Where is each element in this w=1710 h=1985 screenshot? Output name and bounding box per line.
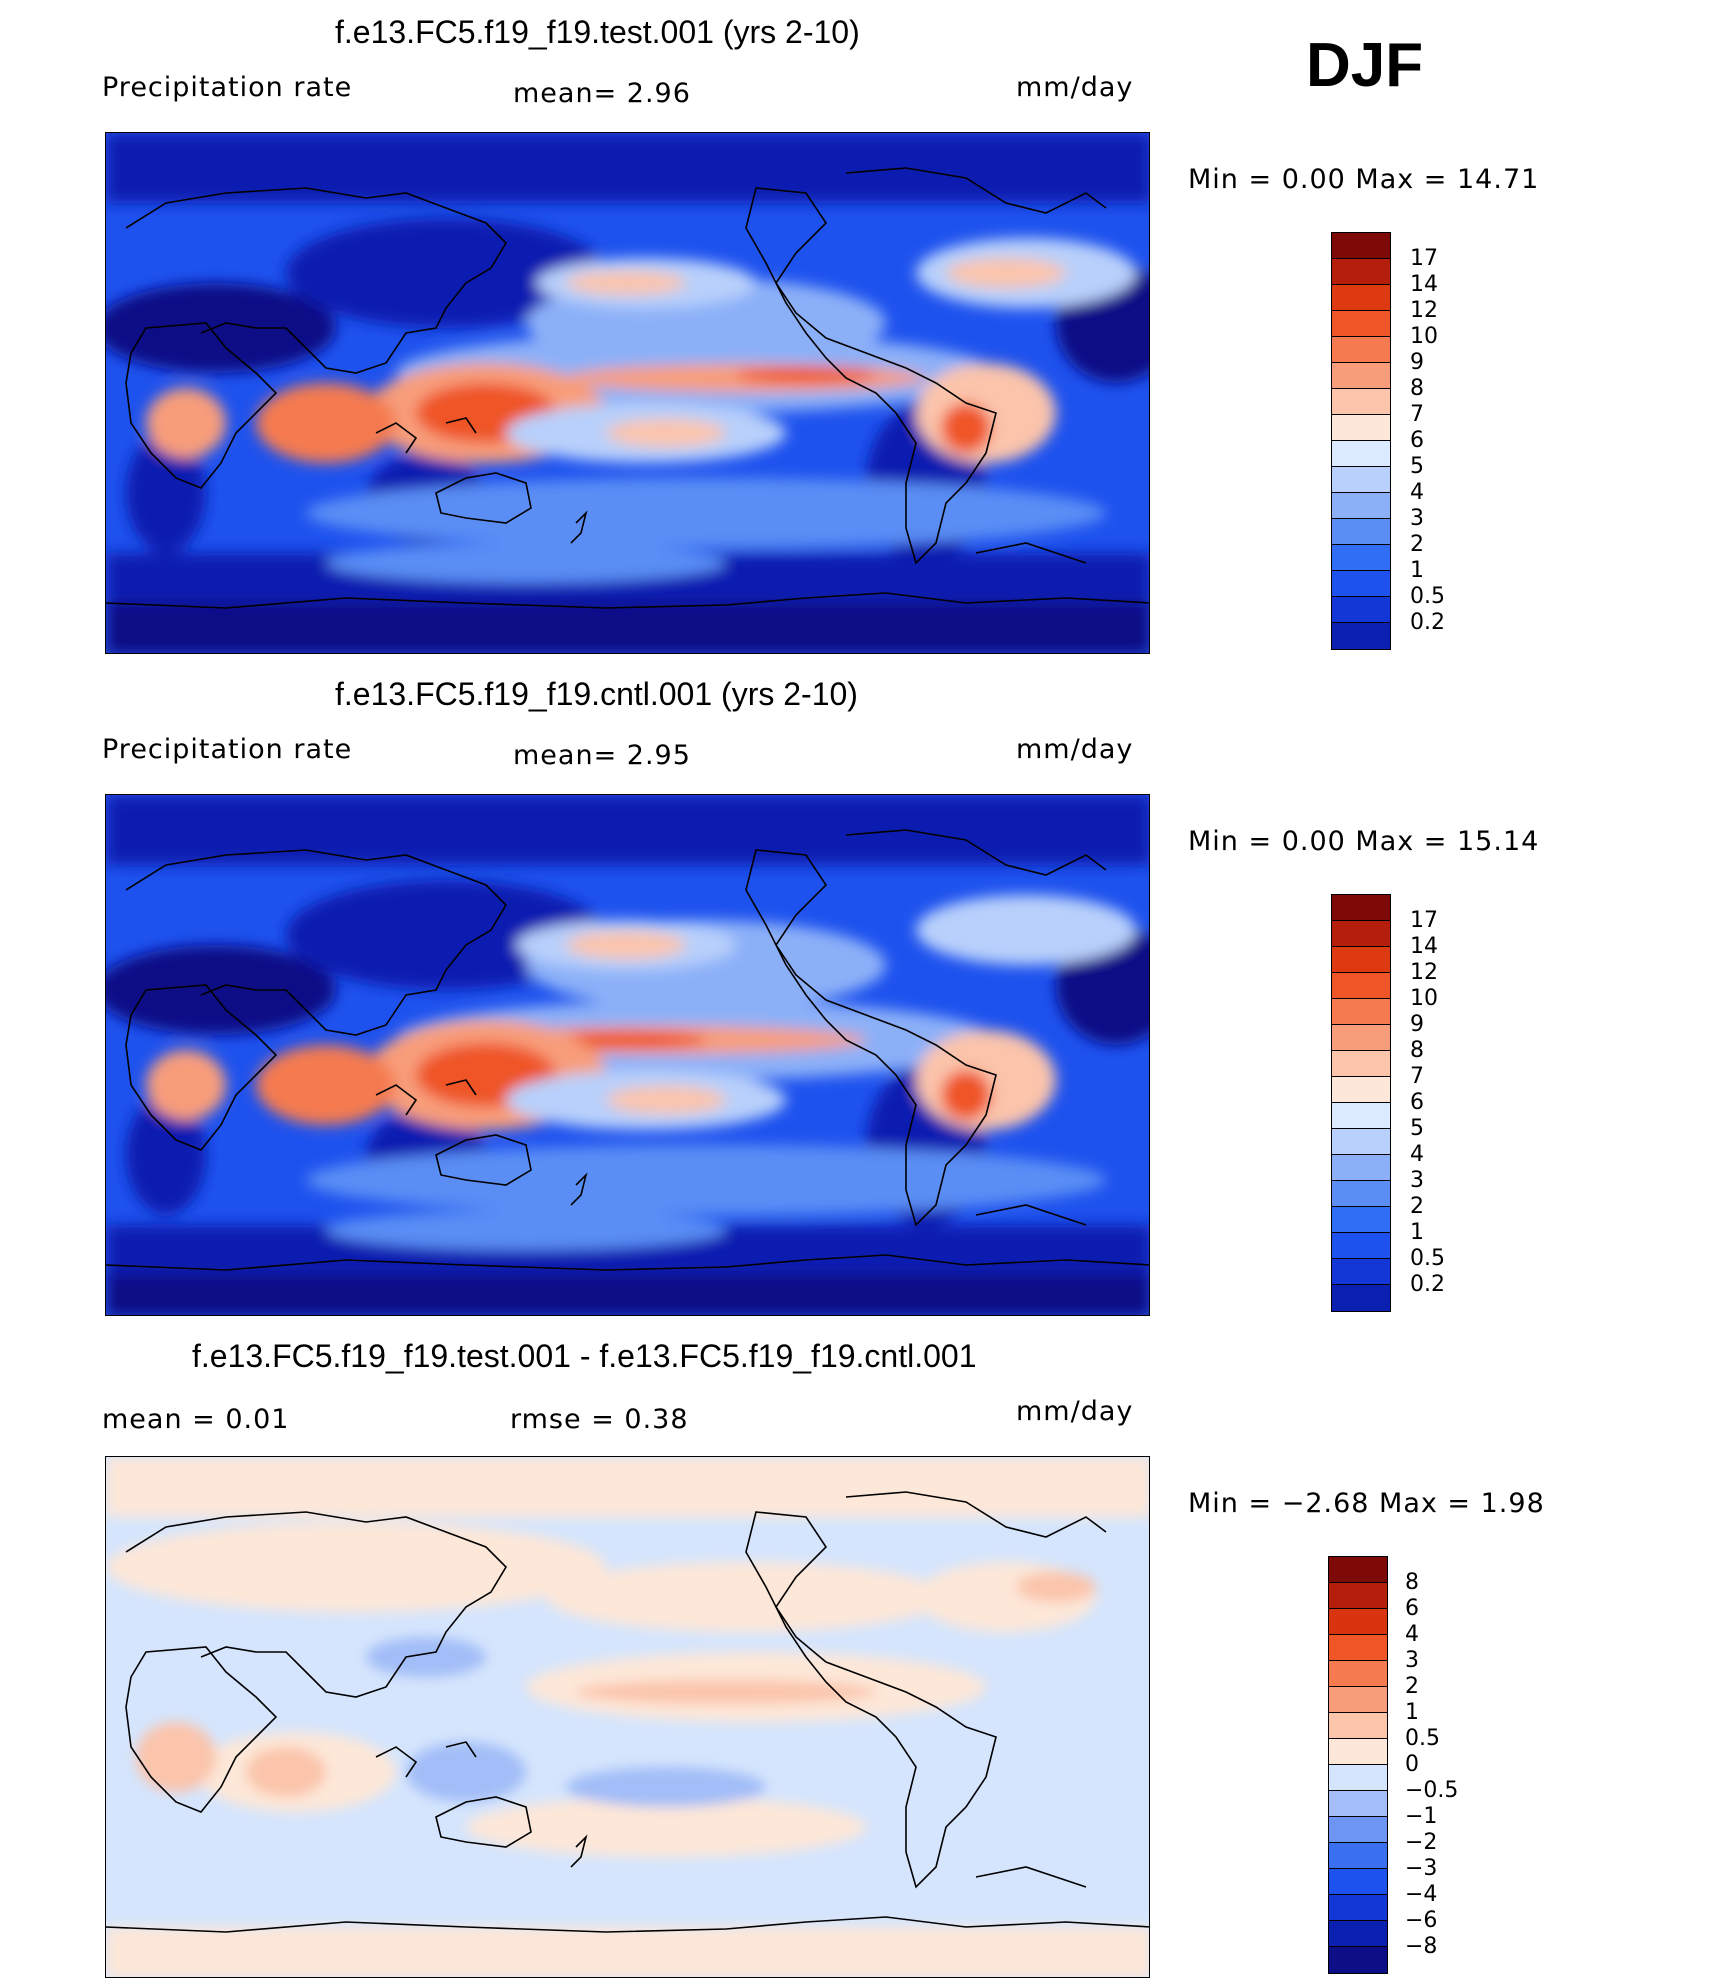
colorbar-tick: 14 [1410,272,1438,297]
colorbar-tick: 8 [1410,376,1424,401]
colorbar-tick: 2 [1405,1674,1419,1699]
panel-2-map [105,794,1150,1316]
colorbar-tick: −4 [1405,1882,1438,1907]
colorbar-tick: 2 [1410,532,1424,557]
panel-2-mean-label: mean= 2.95 [513,740,691,771]
panel-1-units: mm/day [1016,72,1134,103]
panel-1-mean-label: mean= 2.96 [513,78,691,109]
colorbar-tick: 4 [1405,1622,1419,1647]
colorbar-tick: 0.5 [1410,584,1445,609]
panel-1-title: f.e13.FC5.f19_f19.test.001 (yrs 2-10) [335,14,860,50]
colorbar-tick: −1 [1405,1804,1438,1829]
panel-2-colorbar [1331,894,1391,1312]
colorbar-tick: 1 [1410,1220,1424,1245]
panel-2-title: f.e13.FC5.f19_f19.cntl.001 (yrs 2-10) [335,676,858,712]
panel-1-min-max: Min = 0.00 Max = 14.71 [1188,164,1540,195]
colorbar-tick: 6 [1410,428,1424,453]
panel-1-map-svg [106,133,1149,653]
panel-3-coastlines [106,1491,1149,1933]
colorbar-tick: −8 [1405,1934,1438,1959]
colorbar-tick: 10 [1410,324,1438,349]
colorbar-tick: 10 [1410,986,1438,1011]
colorbar-tick: 8 [1405,1570,1419,1595]
colorbar-tick: 4 [1410,480,1424,505]
panel-2-min-max: Min = 0.00 Max = 15.14 [1188,826,1540,857]
panel-3-rmse-label: rmse = 0.38 [510,1404,689,1435]
colorbar-tick: 2 [1410,1194,1424,1219]
colorbar-tick: 17 [1410,246,1438,271]
colorbar-tick: 6 [1405,1596,1419,1621]
panel-3-units: mm/day [1016,1396,1134,1427]
colorbar-tick: 5 [1410,454,1424,479]
panel-2-units: mm/day [1016,734,1134,765]
panel-1-map [105,132,1150,654]
colorbar-tick: 12 [1410,298,1438,323]
colorbar-tick: 3 [1405,1648,1419,1673]
colorbar-tick: 1 [1405,1700,1419,1725]
colorbar-tick: 3 [1410,506,1424,531]
colorbar-tick: 0 [1405,1752,1419,1777]
panel-1-coastlines [106,167,1149,609]
colorbar-tick: 1 [1410,558,1424,583]
panel-1-colorbar [1331,232,1391,650]
colorbar-tick: 12 [1410,960,1438,985]
colorbar-tick: 7 [1410,402,1424,427]
panel-3-colorbar [1328,1556,1388,1974]
colorbar-tick: 0.5 [1410,1246,1445,1271]
colorbar-tick: 6 [1410,1090,1424,1115]
colorbar-tick: 3 [1410,1168,1424,1193]
colorbar-tick: 0.2 [1410,1272,1445,1297]
colorbar-tick: 0.5 [1405,1726,1440,1751]
colorbar-tick: −6 [1405,1908,1438,1933]
panel-3-title: f.e13.FC5.f19_f19.test.001 - f.e13.FC5.f… [192,1338,977,1374]
panel-3-min-max: Min = −2.68 Max = 1.98 [1188,1488,1545,1519]
colorbar-tick: 8 [1410,1038,1424,1063]
panel-2-coastlines [106,829,1149,1271]
panel-2-map-svg [106,795,1149,1315]
panel-2-variable-label: Precipitation rate [102,734,353,765]
panel-3-mean-label: mean = 0.01 [102,1404,290,1435]
season-label: DJF [1306,31,1424,100]
colorbar-tick: 0.2 [1410,610,1445,635]
colorbar-tick: 9 [1410,350,1424,375]
colorbar-tick: 7 [1410,1064,1424,1089]
colorbar-tick: 17 [1410,908,1438,933]
colorbar-tick: 14 [1410,934,1438,959]
colorbar-tick: 4 [1410,1142,1424,1167]
panel-3-map [105,1456,1150,1978]
panel-1-variable-label: Precipitation rate [102,72,353,103]
colorbar-tick: −3 [1405,1856,1438,1881]
panel-3-map-svg [106,1457,1149,1977]
colorbar-tick: 9 [1410,1012,1424,1037]
colorbar-tick: 5 [1410,1116,1424,1141]
colorbar-tick: −0.5 [1405,1778,1459,1803]
colorbar-tick: −2 [1405,1830,1438,1855]
